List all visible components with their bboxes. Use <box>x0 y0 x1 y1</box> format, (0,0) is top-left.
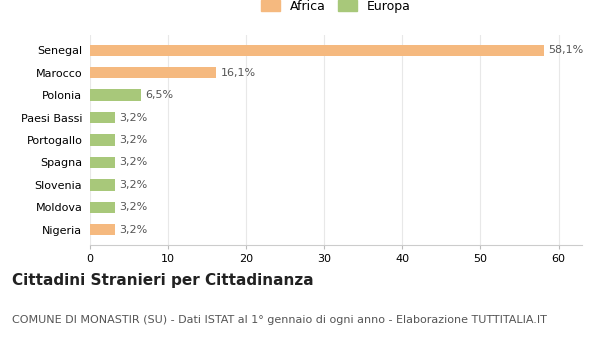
Bar <box>90 90 141 101</box>
Text: 3,2%: 3,2% <box>119 225 148 235</box>
Bar <box>90 157 115 168</box>
Text: 3,2%: 3,2% <box>119 202 148 212</box>
Text: COMUNE DI MONASTIR (SU) - Dati ISTAT al 1° gennaio di ogni anno - Elaborazione T: COMUNE DI MONASTIR (SU) - Dati ISTAT al … <box>12 315 547 325</box>
Bar <box>90 67 216 78</box>
Text: 16,1%: 16,1% <box>220 68 256 78</box>
Legend: Africa, Europa: Africa, Europa <box>256 0 416 18</box>
Bar <box>90 134 115 146</box>
Text: 3,2%: 3,2% <box>119 135 148 145</box>
Bar <box>90 44 544 56</box>
Text: 3,2%: 3,2% <box>119 158 148 167</box>
Text: 6,5%: 6,5% <box>145 90 173 100</box>
Bar <box>90 202 115 213</box>
Text: 3,2%: 3,2% <box>119 180 148 190</box>
Text: Cittadini Stranieri per Cittadinanza: Cittadini Stranieri per Cittadinanza <box>12 273 314 288</box>
Text: 3,2%: 3,2% <box>119 113 148 122</box>
Text: 58,1%: 58,1% <box>548 45 584 55</box>
Bar <box>90 179 115 190</box>
Bar <box>90 112 115 123</box>
Bar <box>90 224 115 236</box>
